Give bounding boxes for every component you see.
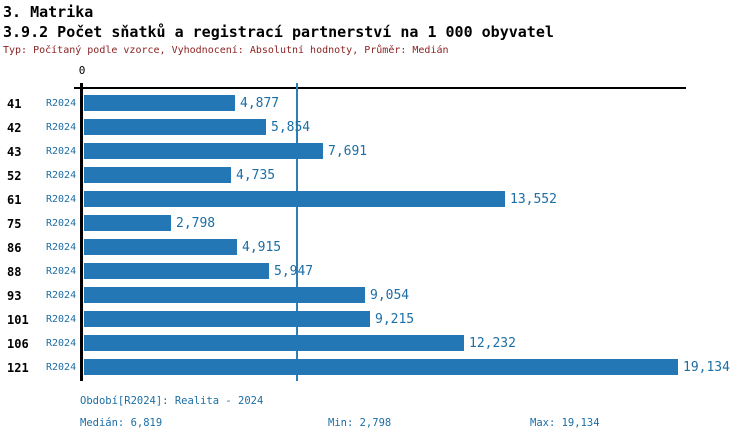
x-axis-zero-label: 0 <box>78 64 86 77</box>
bar-row: 43 R2024 7,691 <box>0 140 750 164</box>
bar-row: 101 R2024 9,215 <box>0 308 750 332</box>
series-label: R2024 <box>46 146 77 157</box>
value-label: 12,232 <box>469 336 516 351</box>
median-line <box>296 83 298 381</box>
footer-median: Medián: 6,819 <box>80 417 163 429</box>
bar <box>84 191 505 207</box>
footer-min: Min: 2,798 <box>328 417 392 429</box>
bar <box>84 335 464 351</box>
series-label: R2024 <box>46 170 77 181</box>
value-label: 5,947 <box>274 264 314 279</box>
category-label: 75 <box>7 217 22 231</box>
series-label: R2024 <box>46 218 77 229</box>
footer-period: Období[R2024]: Realita - 2024 <box>80 395 264 407</box>
series-label: R2024 <box>46 338 77 349</box>
series-label: R2024 <box>46 98 77 109</box>
series-label: R2024 <box>46 266 77 277</box>
bar-row: 41 R2024 4,877 <box>0 92 750 116</box>
bar <box>84 263 269 279</box>
value-label: 9,215 <box>375 312 415 327</box>
bar-rows: 41 R2024 4,877 42 R2024 5,854 43 R2024 7,691 52 R2… <box>0 92 750 380</box>
series-label: R2024 <box>46 362 77 373</box>
category-label: 86 <box>7 241 22 255</box>
bar-row: 75 R2024 2,798 <box>0 212 750 236</box>
category-label: 101 <box>7 313 29 327</box>
bar <box>84 215 171 231</box>
footer-max: Max: 19,134 <box>530 417 600 429</box>
series-label: R2024 <box>46 314 77 325</box>
bar <box>84 359 678 375</box>
category-label: 88 <box>7 265 22 279</box>
x-axis-line <box>74 87 686 89</box>
category-label: 61 <box>7 193 22 207</box>
category-label: 93 <box>7 289 22 303</box>
value-label: 9,054 <box>370 288 410 303</box>
y-axis-line <box>80 83 83 381</box>
value-label: 2,798 <box>176 216 216 231</box>
bar <box>84 287 365 303</box>
series-label: R2024 <box>46 290 77 301</box>
category-label: 52 <box>7 169 22 183</box>
category-label: 106 <box>7 337 29 351</box>
bar-row: 42 R2024 5,854 <box>0 116 750 140</box>
bar-row: 61 R2024 13,552 <box>0 188 750 212</box>
value-label: 13,552 <box>510 192 557 207</box>
bar <box>84 311 370 327</box>
bar-row: 93 R2024 9,054 <box>0 284 750 308</box>
bar-row: 121 R2024 19,134 <box>0 356 750 380</box>
series-label: R2024 <box>46 242 77 253</box>
bar <box>84 143 323 159</box>
bar <box>84 119 266 135</box>
value-label: 7,691 <box>328 144 368 159</box>
value-label: 5,854 <box>271 120 311 135</box>
series-label: R2024 <box>46 194 77 205</box>
bar-row: 106 R2024 12,232 <box>0 332 750 356</box>
bar <box>84 167 231 183</box>
section-title: 3. Matrika <box>3 3 94 21</box>
bar <box>84 239 237 255</box>
chart-title: 3.9.2 Počet sňatků a registrací partners… <box>3 23 554 41</box>
category-label: 121 <box>7 361 29 375</box>
category-label: 41 <box>7 97 22 111</box>
bar-row: 88 R2024 5,947 <box>0 260 750 284</box>
value-label: 19,134 <box>683 360 730 375</box>
value-label: 4,735 <box>236 168 276 183</box>
category-label: 43 <box>7 145 22 159</box>
series-label: R2024 <box>46 122 77 133</box>
category-label: 42 <box>7 121 22 135</box>
bar-row: 52 R2024 4,735 <box>0 164 750 188</box>
value-label: 4,915 <box>242 240 282 255</box>
bar <box>84 95 235 111</box>
value-label: 4,877 <box>240 96 280 111</box>
bar-row: 86 R2024 4,915 <box>0 236 750 260</box>
chart-meta: Typ: Počítaný podle vzorce, Vyhodnocení:… <box>3 45 449 56</box>
